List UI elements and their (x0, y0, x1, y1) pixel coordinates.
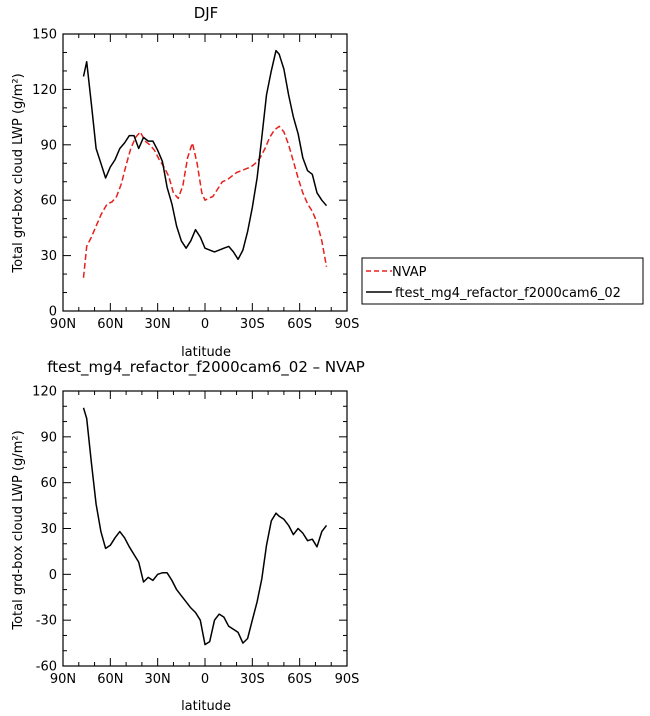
bottom-chart-y-tick-label: 30 (40, 522, 57, 537)
bottom-chart-plot-frame (62, 390, 348, 667)
top-chart-y-tick-label: 60 (40, 194, 57, 209)
top-chart-x-tick-label: 90N (50, 317, 76, 332)
top-chart-legend: NVAP ftest_mg4_refactor_f2000cam6_02 (361, 257, 644, 305)
legend-label-model: ftest_mg4_refactor_f2000cam6_02 (395, 286, 621, 301)
bottom-chart-y-tick-label: -30 (36, 614, 57, 629)
top-chart-x-tick-label: 60N (97, 317, 123, 332)
top-chart-y-tick-label: 90 (40, 138, 57, 153)
top-chart-series-line-ftest-mg4-refactor-f2000cam6-02 (82, 49, 328, 261)
top-chart-x-tick-label: 30N (145, 317, 171, 332)
top-chart-x-tick-label: 60S (287, 317, 312, 332)
bottom-chart-x-tick-label: 60N (97, 672, 123, 687)
top-chart-x-axis-label: latitude (181, 345, 231, 360)
bottom-chart-panel: ftest_mg4_refactor_f2000cam6_02 – NVAP T… (11, 358, 365, 714)
top-chart-y-tick-label: 0 (49, 305, 57, 320)
bottom-chart-x-tick-label: 90S (335, 672, 360, 687)
top-chart-panel: DJF Total grd-box cloud LWP (g/m²) latit… (11, 4, 359, 360)
bottom-chart-title: ftest_mg4_refactor_f2000cam6_02 – NVAP (47, 358, 365, 377)
bottom-chart-x-axis-label: latitude (181, 699, 231, 714)
top-chart-x-tick-label: 30S (240, 317, 265, 332)
bottom-chart-x-tick-label: 30S (240, 672, 265, 687)
top-chart-y-tick-label: 120 (32, 83, 57, 98)
bottom-chart-x-tick-label: 30N (145, 672, 171, 687)
bottom-chart-y-tick-label: 90 (40, 430, 57, 445)
bottom-chart-series-line-difference (82, 407, 328, 646)
bottom-chart-y-axis-label: Total grd-box cloud LWP (g/m²) (11, 430, 26, 630)
top-chart-x-tick-label: 90S (335, 317, 360, 332)
legend-label-nvap: NVAP (392, 265, 427, 280)
top-chart-x-tick-label: 0 (201, 317, 209, 332)
bottom-chart-x-tick-label: 90N (50, 672, 76, 687)
bottom-chart-y-tick-label: 60 (40, 476, 57, 491)
legend-box (361, 257, 644, 305)
bottom-chart-y-tick-label: 0 (49, 568, 57, 583)
top-chart-series-line-nvap (82, 125, 328, 278)
bottom-chart-x-tick-label: 60S (287, 672, 312, 687)
top-chart-y-tick-label: 30 (40, 249, 57, 264)
top-chart-plot-frame (62, 33, 348, 312)
top-chart-y-axis-label: Total grd-box cloud LWP (g/m²) (11, 73, 26, 273)
bottom-chart-y-tick-label: 120 (32, 385, 57, 400)
bottom-chart-x-tick-label: 0 (201, 672, 209, 687)
bottom-chart-y-tick-label: -60 (36, 660, 57, 675)
top-chart-y-tick-label: 150 (32, 28, 57, 43)
top-chart-title: DJF (194, 4, 219, 22)
